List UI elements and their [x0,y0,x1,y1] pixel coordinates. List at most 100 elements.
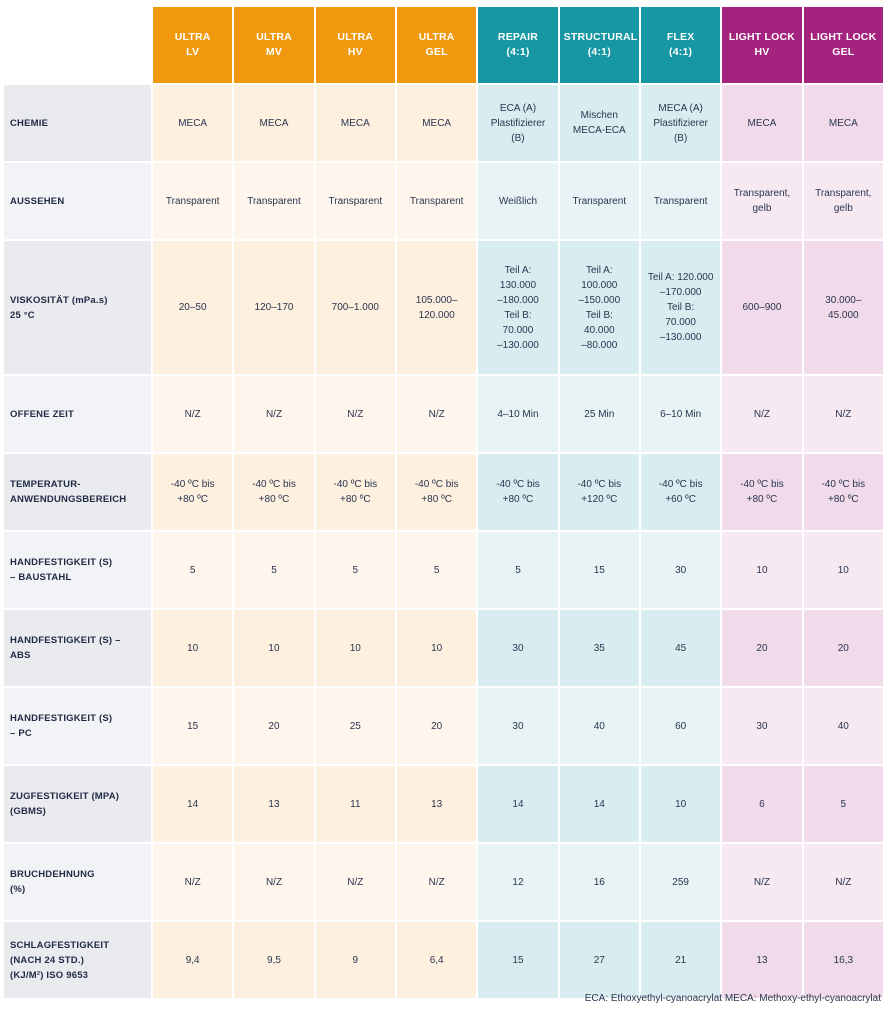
table-cell: 600–900 [722,241,802,374]
row-label: HANDFESTIGKEIT (S) – ABS [4,610,151,686]
table-cell: 4–10 Min [478,376,558,452]
table-row: ZUGFESTIGKEIT (MPA) (GBMS) 14 13 11 13 14 14 10… [4,766,883,842]
table-cell: 20–50 [153,241,233,374]
corner-cell [4,7,151,83]
table-cell: -40 ºC bis +80 ºC [396,454,477,530]
table-cell: 25 Min [559,376,639,452]
table-cell: N/Z [722,376,802,452]
table-cell: Teil A: 130.000 –180.000 Teil B: 70.000 … [478,241,558,374]
table-cell: 6 [722,766,802,842]
row-label: SCHLAGFESTIGKEIT (NACH 24 STD.) (KJ/M²) … [4,922,151,998]
table-cell: -40 ºC bis +80 ºC [478,454,558,530]
table-cell: 16,3 [803,922,883,998]
table-cell: 40 [559,688,639,764]
table-cell: 700–1.000 [315,241,395,374]
table-cell: 15 [153,688,233,764]
column-header: LIGHT LOCK GEL [803,7,883,83]
footnote: ECA: Ethoxyethyl-cyanoacrylat MECA: Meth… [584,993,881,1004]
table-cell: 40 [803,688,883,764]
row-label: TEMPERATUR- ANWENDUNGSBEREICH [4,454,151,530]
table-cell: MECA [315,85,395,161]
table-cell: 16 [559,844,639,920]
table-cell: Transparent [396,163,477,239]
row-label: ZUGFESTIGKEIT (MPA) (GBMS) [4,766,151,842]
table-cell: 20 [396,688,477,764]
table-cell: 259 [640,844,721,920]
table-cell: -40 ºC bis +80 ºC [315,454,395,530]
table-cell: Teil A: 120.000 –170.000 Teil B: 70.000 … [640,241,721,374]
table-cell: 13 [234,766,314,842]
table-cell: 30.000– 45.000 [803,241,883,374]
table-cell: Mischen MECA-ECA [559,85,639,161]
table-cell: 35 [559,610,639,686]
table-row: HANDFESTIGKEIT (S) – PC 15 20 25 20 30 40 60 30 4… [4,688,883,764]
table-row: HANDFESTIGKEIT (S) – BAUSTAHL 5 5 5 5 5 15 30 10… [4,532,883,608]
table-cell: N/Z [315,376,395,452]
table-cell: -40 ºC bis +80 ºC [234,454,314,530]
table-cell: 120–170 [234,241,314,374]
table-cell: 11 [315,766,395,842]
table-cell: Transparent [234,163,314,239]
table-cell: 15 [559,532,639,608]
table-cell: 5 [315,532,395,608]
table-cell: N/Z [803,376,883,452]
column-header: ULTRA HV [315,7,395,83]
column-header: REPAIR (4:1) [478,7,558,83]
table-cell: 13 [722,922,802,998]
table-cell: MECA [396,85,477,161]
table-cell: Transparent, gelb [722,163,802,239]
table-cell: 15 [478,922,558,998]
table-cell: 30 [478,610,558,686]
table-cell: 10 [803,532,883,608]
table-cell: Weißlich [478,163,558,239]
row-label: BRUCHDEHNUNG (%) [4,844,151,920]
table-cell: MECA [803,85,883,161]
table-cell: MECA (A) Plastifizierer (B) [640,85,721,161]
table-cell: N/Z [722,844,802,920]
table-cell: 20 [234,688,314,764]
table-cell: 9 [315,922,395,998]
table-cell: Teil A: 100.000 –150.000 Teil B: 40.000 … [559,241,639,374]
table-cell: 30 [722,688,802,764]
table-cell: 12 [478,844,558,920]
table-cell: MECA [722,85,802,161]
table-cell: 13 [396,766,477,842]
table-cell: 10 [396,610,477,686]
column-header: LIGHT LOCK HV [722,7,802,83]
table-cell: -40 ºC bis +80 ºC [722,454,802,530]
table-cell: 10 [640,766,721,842]
table-cell: Transparent [559,163,639,239]
table-cell: Transparent [315,163,395,239]
table-cell: 9,4 [153,922,233,998]
table-cell: 14 [153,766,233,842]
header-row: ULTRA LV ULTRA MV ULTRA HV ULTRA GEL REP… [4,7,883,83]
table-cell: 5 [153,532,233,608]
table-cell: N/Z [234,376,314,452]
table-cell: 30 [478,688,558,764]
table-row: OFFENE ZEIT N/Z N/Z N/Z N/Z 4–10 Min 25 Min 6–1… [4,376,883,452]
row-label: HANDFESTIGKEIT (S) – PC [4,688,151,764]
table-cell: N/Z [153,844,233,920]
table-row: CHEMIE MECA MECA MECA MECA ECA (A) Plastifizi… [4,85,883,161]
row-label: CHEMIE [4,85,151,161]
table-cell: MECA [234,85,314,161]
row-label: VISKOSITÄT (mPa.s) 25 °C [4,241,151,374]
table-cell: 5 [396,532,477,608]
table-cell: 30 [640,532,721,608]
table-cell: -40 ºC bis +120 ºC [559,454,639,530]
table-cell: N/Z [315,844,395,920]
table-cell: 9,5 [234,922,314,998]
table-cell: -40 ºC bis +80 ºC [153,454,233,530]
column-header: STRUCTURAL (4:1) [559,7,639,83]
column-header: ULTRA LV [153,7,233,83]
row-label: OFFENE ZEIT [4,376,151,452]
table-cell: 10 [234,610,314,686]
column-header: FLEX (4:1) [640,7,721,83]
table-cell: Transparent [640,163,721,239]
table-row: VISKOSITÄT (mPa.s) 25 °C 20–50 120–170 700–… [4,241,883,374]
table-cell: 6,4 [396,922,477,998]
table-cell: 14 [559,766,639,842]
table-cell: 60 [640,688,721,764]
column-header: ULTRA GEL [396,7,477,83]
